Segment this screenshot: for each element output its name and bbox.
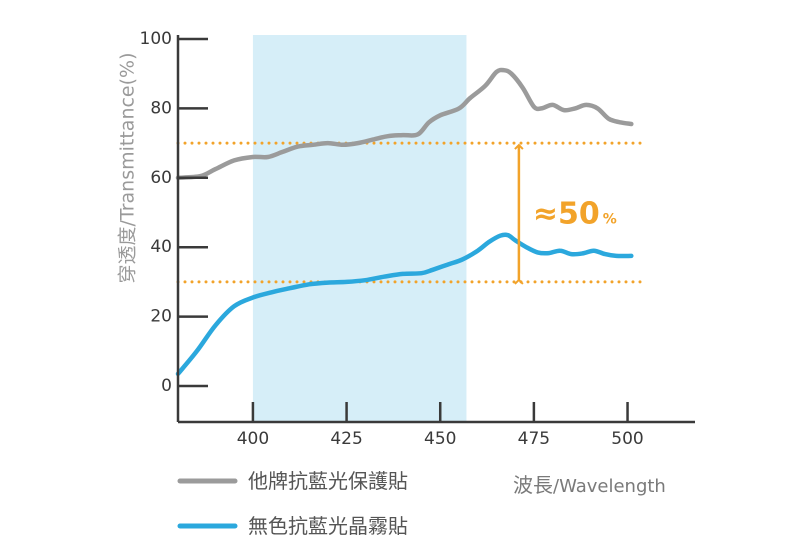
y-tick-label-60: 60 — [150, 168, 172, 188]
difference-label: ≈50% — [533, 197, 617, 232]
x-axis-label-en: /Wavelength — [553, 476, 666, 497]
legend-label-product: 無色抗藍光晶霧貼 — [248, 514, 408, 538]
x-tick-label-425: 425 — [330, 429, 362, 449]
x-axis-label-cjk: 波長 — [513, 473, 553, 497]
series-line-product — [175, 232, 634, 377]
y-tick-label-0: 0 — [161, 376, 172, 396]
y-tick-label-40: 40 — [150, 237, 172, 257]
legend: 他牌抗藍光保護貼 無色抗藍光晶霧貼 — [177, 469, 408, 538]
series-line-competitor — [175, 67, 634, 181]
x-tick-label-400: 400 — [237, 429, 269, 449]
legend-label-competitor: 他牌抗藍光保護貼 — [248, 469, 408, 493]
y-tick-label-80: 80 — [150, 98, 172, 118]
x-tick-label-500: 500 — [611, 429, 643, 449]
highlight-band — [252, 35, 467, 422]
y-tick-label-20: 20 — [150, 307, 172, 327]
x-tick-label-475: 475 — [518, 429, 550, 449]
y-tick-label-100: 100 — [140, 29, 172, 49]
x-tick-label-450: 450 — [424, 429, 456, 449]
difference-unit: % — [603, 212, 617, 228]
y-axis-label: 穿透度/Transmittance(%) — [117, 53, 139, 284]
x-axis-label: 波長/Wavelength — [513, 473, 666, 497]
difference-value: ≈50 — [533, 197, 600, 232]
